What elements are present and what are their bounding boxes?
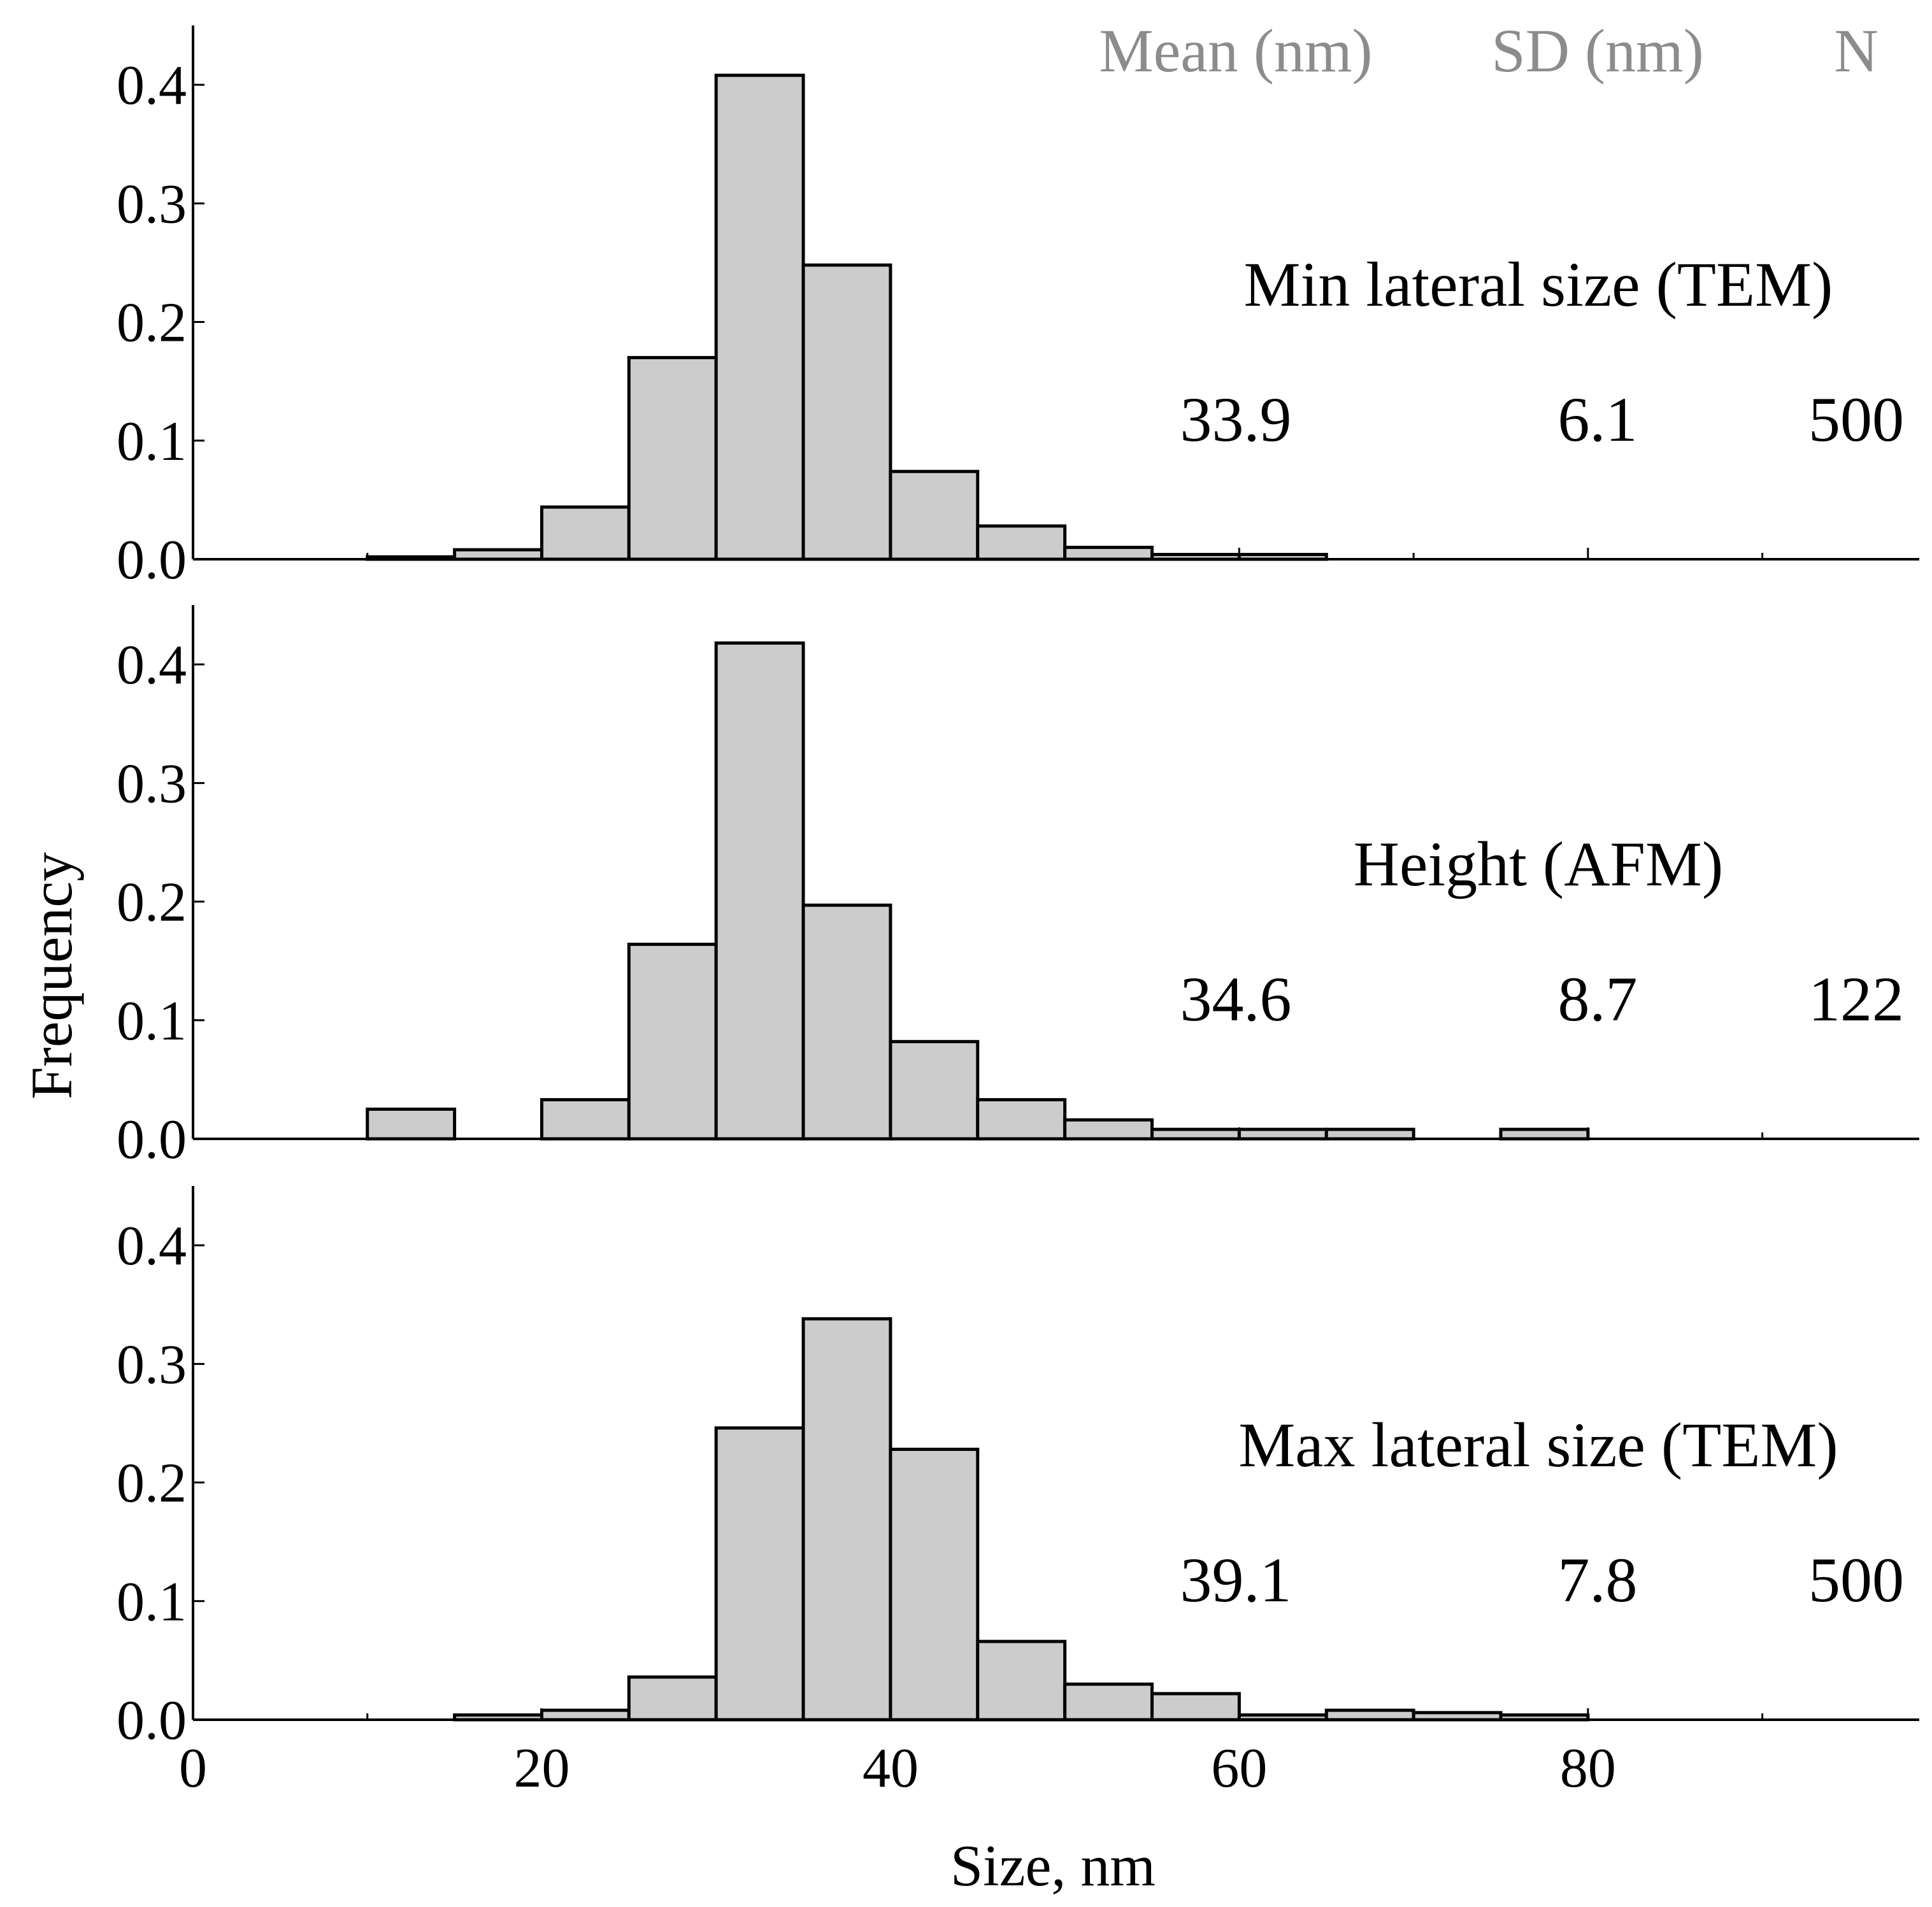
x-tick-label: 80 — [1560, 1738, 1616, 1799]
panel-bottom: 0.0 0.1 0.2 0.3 0.4 0 20 40 60 80 Max lateral size… — [117, 1186, 1919, 1799]
y-tick-label: 0.3 — [117, 753, 187, 815]
histogram-bar — [540, 1708, 631, 1722]
sd-header: SD (nm) — [1491, 17, 1703, 85]
histogram-bar — [801, 263, 892, 561]
histogram-bar — [1324, 1708, 1415, 1722]
y-tick-label: 0.2 — [117, 872, 187, 934]
y-tick-label: 0.4 — [117, 634, 187, 696]
y-tick-label: 0.1 — [117, 990, 187, 1052]
histogram-bar — [714, 73, 805, 561]
histogram-bar — [366, 1107, 457, 1141]
histogram-bar — [453, 548, 543, 561]
histogram-bar — [627, 943, 718, 1141]
histogram-bar — [1063, 545, 1154, 561]
y-tick-label: 0.3 — [117, 1334, 187, 1396]
x-tick-label: 20 — [513, 1738, 569, 1799]
panels-group: 0.0 0.1 0.2 0.3 0.4 Min lateral size (TEM) 33.… — [117, 25, 1919, 1799]
sd-value: 6.1 — [1558, 384, 1638, 455]
histogram-bar — [976, 1098, 1067, 1141]
n-value: 500 — [1808, 384, 1904, 455]
y-axis-title: Frequency — [19, 852, 84, 1099]
histogram-bar — [889, 1039, 980, 1141]
mean-value: 39.1 — [1180, 1545, 1292, 1615]
y-tick-label: 0.1 — [117, 1571, 187, 1633]
y-tick-label: 0.1 — [117, 411, 187, 473]
panel-top: 0.0 0.1 0.2 0.3 0.4 Min lateral size (TEM) 33.… — [117, 25, 1919, 591]
mean-value: 33.9 — [1180, 384, 1292, 455]
mean-header: Mean (nm) — [1099, 17, 1372, 85]
x-axis-title: Size, nm — [950, 1833, 1156, 1898]
histogram-bar — [1237, 1127, 1328, 1141]
sd-value: 7.8 — [1558, 1545, 1638, 1615]
histogram-bar — [1063, 1118, 1154, 1141]
histogram-bar — [1324, 1127, 1415, 1141]
histogram-bar — [714, 641, 805, 1141]
x-tick-label: 40 — [862, 1738, 919, 1799]
histogram-bar — [714, 1426, 805, 1722]
histogram-bar — [540, 1098, 631, 1141]
histogram-bar — [1499, 1127, 1590, 1141]
panel-title: Min lateral size (TEM) — [1244, 249, 1833, 320]
histogram-bar — [976, 524, 1067, 561]
y-tick-label: 0.3 — [117, 173, 187, 235]
sd-value: 8.7 — [1558, 964, 1638, 1034]
histogram-bar — [1150, 1127, 1241, 1141]
histogram-bar — [889, 1447, 980, 1722]
y-tick-label: 0.4 — [117, 55, 187, 117]
y-tick-label: 0.2 — [117, 1453, 187, 1515]
n-value: 500 — [1808, 1545, 1904, 1615]
n-header: N — [1834, 17, 1878, 85]
panel-middle: 0.0 0.1 0.2 0.3 0.4 Height (AFM) 34.6 8.7 122 — [117, 605, 1919, 1171]
panel-title: Height (AFM) — [1354, 829, 1724, 899]
histogram-bar — [889, 469, 980, 561]
histogram-bar — [976, 1639, 1067, 1722]
histogram-bar — [627, 355, 718, 561]
n-value: 122 — [1808, 964, 1904, 1034]
mean-value: 34.6 — [1180, 964, 1292, 1034]
y-tick-label: 0.0 — [117, 1690, 187, 1752]
histogram-bar — [627, 1675, 718, 1722]
panel-title: Max lateral size (TEM) — [1238, 1410, 1838, 1480]
y-tick-label: 0.0 — [117, 1109, 187, 1171]
x-tick-label: 60 — [1211, 1738, 1267, 1799]
histogram-bar — [801, 903, 892, 1141]
y-tick-label: 0.0 — [117, 529, 187, 591]
histogram-bar — [1063, 1682, 1154, 1722]
histogram-bar — [801, 1317, 892, 1722]
y-tick-label: 0.4 — [117, 1215, 187, 1277]
x-tick-label: 0 — [179, 1738, 207, 1799]
histogram-bar — [1150, 1692, 1241, 1722]
y-tick-label: 0.2 — [117, 292, 187, 354]
histogram-bar — [540, 505, 631, 561]
